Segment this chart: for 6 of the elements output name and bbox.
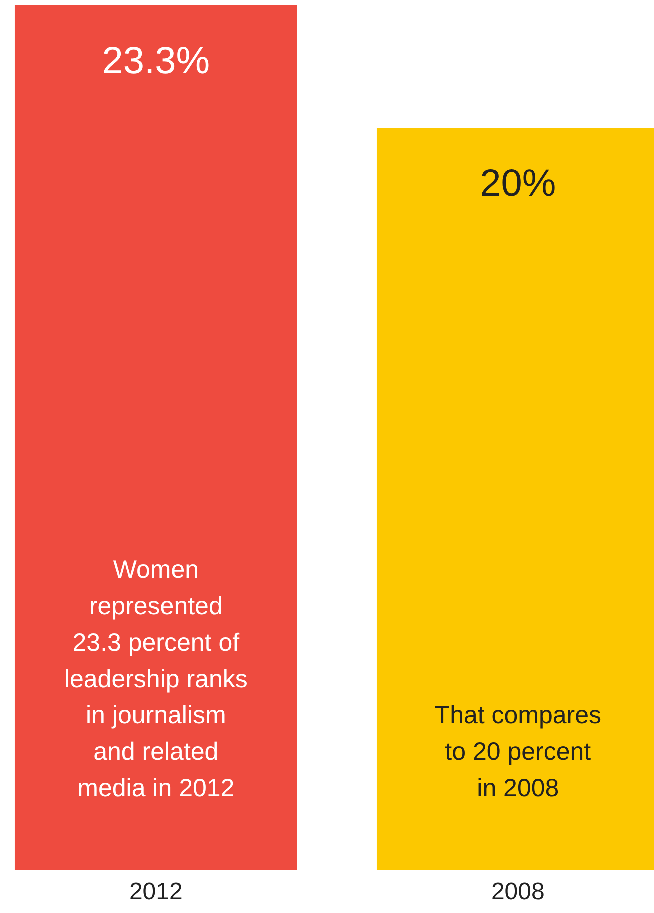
annotation: That compares to 20 percent in 2008 (434, 702, 602, 802)
data-label: 23.3% (102, 40, 210, 82)
data-label: 20% (480, 163, 556, 206)
x-tick-label: 2008 (491, 878, 545, 906)
x-tick-label: 2012 (129, 878, 183, 906)
annotation: Women represented 23.3 percent of leadership ranks in journalism and related media in 2012 (64, 556, 248, 802)
